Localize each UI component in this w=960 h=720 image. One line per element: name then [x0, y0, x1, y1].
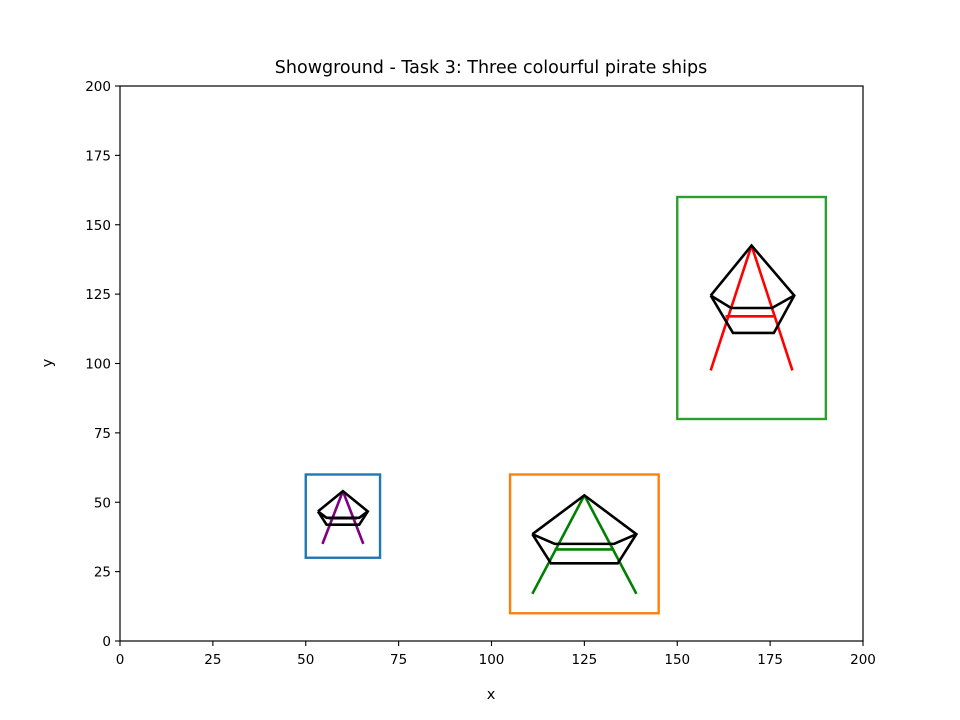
- bounding-box-2: [508, 473, 660, 615]
- x-tick-label-125: 125: [571, 652, 597, 668]
- y-tick-label-200: 200: [85, 79, 111, 95]
- y-tick-label-125: 125: [85, 287, 111, 303]
- y-tick-label-175: 175: [85, 148, 111, 164]
- ship-hull-1: [316, 489, 370, 527]
- ship-hull-3: [709, 243, 796, 335]
- plot-area: [304, 195, 828, 615]
- chart-title: Showground - Task 3: Three colourful pir…: [275, 58, 707, 78]
- axes-ticks: 0 25 50 75 100 125 150 175 200 0 25 50 75 100 125 150 17…: [85, 79, 876, 668]
- ship-deck-1: [317, 510, 369, 520]
- y-tick-label-50: 50: [94, 495, 111, 511]
- y-tick-label-75: 75: [94, 426, 111, 442]
- y-axis-label: y: [40, 358, 56, 367]
- x-tick-label-150: 150: [664, 652, 690, 668]
- x-tick-label-75: 75: [390, 652, 407, 668]
- x-tick-label-0: 0: [116, 652, 125, 668]
- bounding-box-1: [304, 473, 382, 559]
- x-tick-label-25: 25: [204, 652, 221, 668]
- x-tick-label-175: 175: [757, 652, 783, 668]
- x-tick-label-100: 100: [479, 652, 505, 668]
- x-tick-label-50: 50: [297, 652, 314, 668]
- plot-frame: [119, 85, 864, 642]
- y-tick-label-150: 150: [85, 218, 111, 234]
- x-axis-label: x: [487, 687, 496, 703]
- ship-deck-3: [710, 294, 795, 310]
- ship-hull-2: [531, 493, 639, 565]
- bounding-box-3: [676, 195, 828, 421]
- y-tick-label-0: 0: [102, 634, 111, 650]
- x-tick-label-200: 200: [850, 652, 876, 668]
- y-tick-label-25: 25: [94, 565, 111, 581]
- y-tick-label-100: 100: [85, 357, 111, 373]
- ship-deck-2: [531, 532, 637, 546]
